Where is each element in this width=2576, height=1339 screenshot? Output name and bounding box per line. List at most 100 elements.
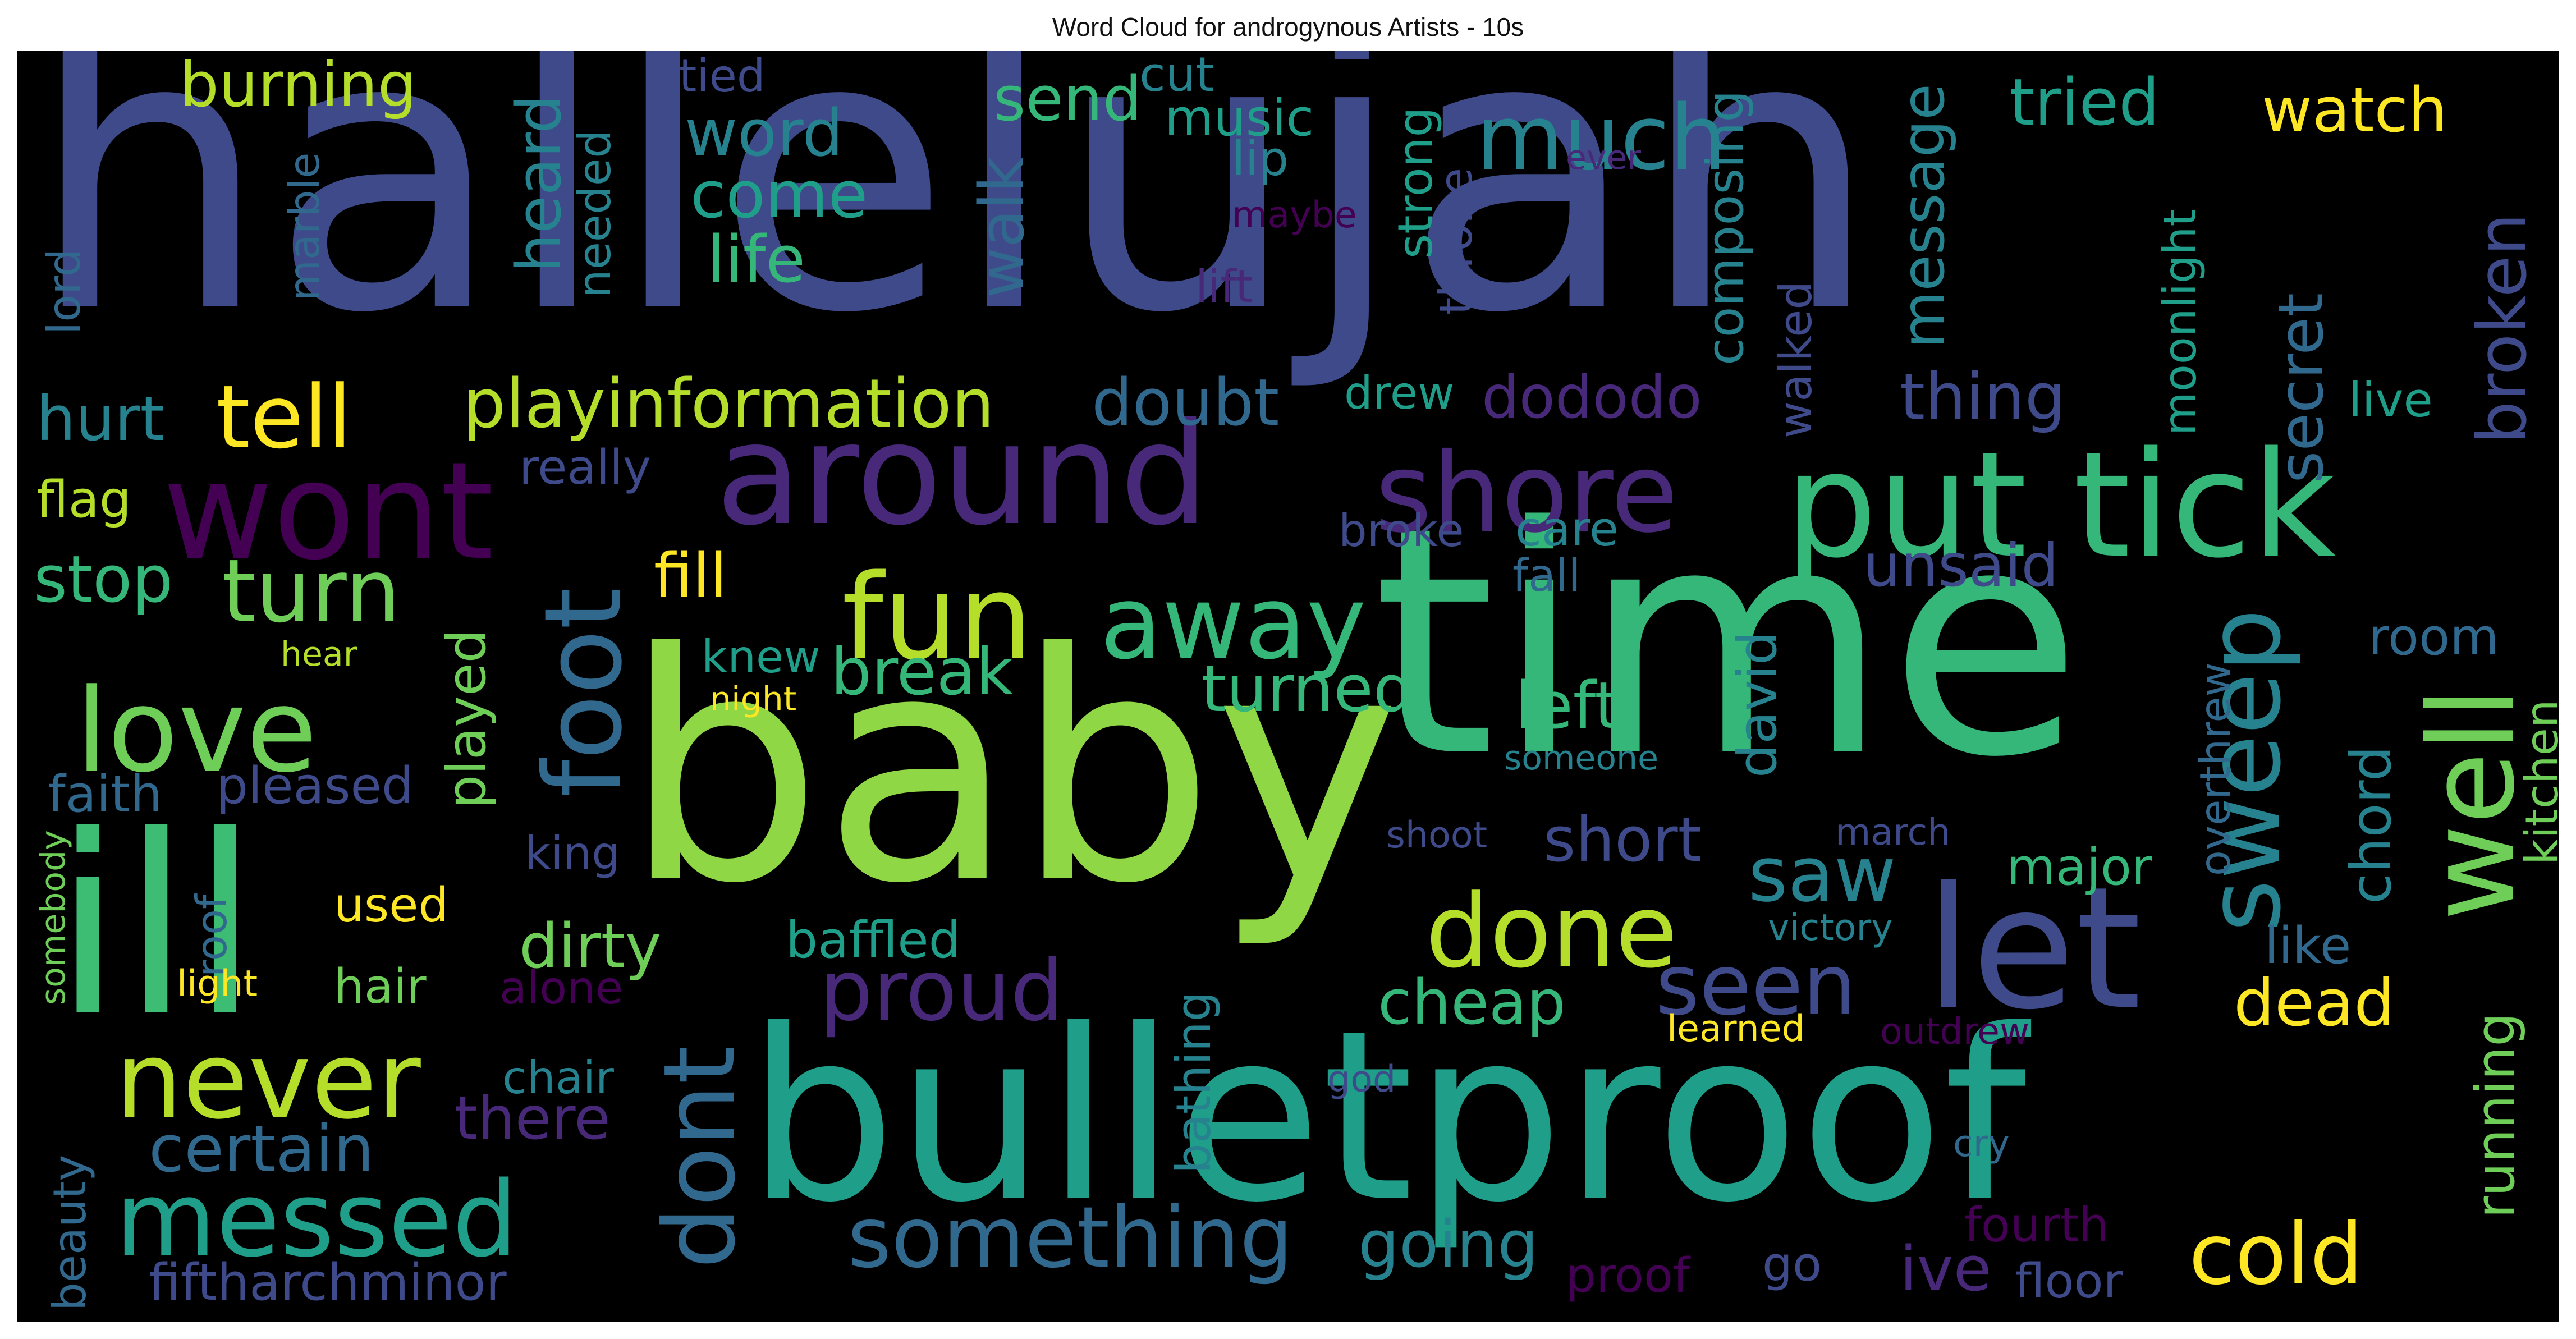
word-marble: marble	[279, 152, 329, 301]
word-cold: cold	[2189, 1206, 2364, 1304]
word-turned: turned	[1201, 652, 1414, 727]
word-like: like	[2265, 916, 2352, 975]
word-hear: hear	[281, 635, 357, 674]
word-certain: certain	[149, 1112, 374, 1187]
word-send: send	[993, 63, 1142, 135]
word-knew: knew	[702, 631, 821, 683]
word-done: done	[1425, 873, 1678, 991]
word-heard: heard	[503, 94, 575, 273]
word-room: room	[2368, 608, 2499, 667]
word-broken: broken	[2464, 213, 2542, 444]
word-bulletproof: bulletproof	[746, 980, 2027, 1254]
word-moonlight: moonlight	[2154, 209, 2206, 435]
word-stop: stop	[34, 542, 173, 617]
word-walk: walk	[966, 157, 1038, 298]
word-floor: floor	[2015, 1254, 2123, 1309]
word-learned: learned	[1667, 1008, 1805, 1050]
word-baffled: baffled	[786, 911, 961, 970]
word-shoot: shoot	[1386, 814, 1488, 856]
word-pleased: pleased	[216, 756, 414, 815]
word-saw: saw	[1748, 831, 1896, 919]
word-overthrew: overthrew	[2190, 662, 2240, 876]
word-flag: flag	[36, 470, 131, 529]
word-ill: ill	[53, 783, 259, 1070]
word-go: go	[1762, 1237, 1822, 1292]
word-dead: dead	[2234, 966, 2395, 1041]
word-never: never	[115, 1019, 421, 1143]
word-tell: tell	[216, 366, 352, 468]
word-hair: hair	[334, 959, 427, 1015]
word-walked: walked	[1770, 281, 1822, 438]
word-proud: proud	[819, 942, 1064, 1040]
word-left: left	[1515, 668, 1620, 744]
word-love: love	[76, 664, 317, 798]
word-away: away	[1100, 565, 1367, 682]
word-fun: fun	[842, 549, 1033, 686]
word-burning: burning	[180, 51, 417, 121]
word-ever: ever	[1566, 138, 1642, 177]
word-unsaid: unsaid	[1863, 531, 2059, 600]
word-messed: messed	[115, 1159, 519, 1280]
word-tried: tried	[2009, 65, 2160, 140]
word-light: light	[177, 963, 258, 1005]
word-throne: throne	[1430, 167, 1482, 315]
word-broke: broke	[1339, 505, 1464, 557]
word-chord: chord	[2338, 745, 2404, 904]
word-watch: watch	[2262, 74, 2447, 146]
word-care: care	[1515, 502, 1619, 557]
word-king: king	[525, 827, 621, 879]
word-let: let	[1925, 851, 2142, 1047]
word-faith: faith	[48, 765, 163, 824]
word-dont: dont	[643, 1045, 757, 1269]
word-alone: alone	[499, 962, 624, 1014]
word-time: time	[1372, 460, 2083, 826]
word-secret: secret	[2265, 292, 2337, 483]
word-maybe: maybe	[1232, 194, 1357, 236]
word-hallelujah: hallelujah	[28, 51, 1881, 396]
word-baby: baby	[623, 586, 1401, 952]
word-dododo: dododo	[1482, 363, 1702, 432]
word-somebody: somebody	[34, 830, 73, 1005]
word-turn: turn	[222, 540, 401, 642]
word-live: live	[2349, 373, 2433, 428]
word-music: music	[1165, 89, 1314, 148]
word-ive: ive	[1900, 1233, 1992, 1305]
word-shore: shore	[1375, 429, 1679, 557]
word-victory: victory	[1768, 907, 1893, 949]
word-running: running	[2465, 1012, 2527, 1218]
word-fourth: fourth	[1964, 1198, 2109, 1253]
word-played: played	[436, 629, 498, 809]
word-composing: composing	[1696, 90, 1755, 365]
word-message: message	[1889, 84, 1958, 348]
word-march: march	[1835, 811, 1951, 854]
word-cloud: hallelujah time baby ill bulletproof aro…	[17, 51, 2559, 1322]
word-lip: lip	[1232, 131, 1289, 187]
word-around: around	[716, 393, 1209, 556]
word-there: there	[455, 1084, 611, 1153]
word-short: short	[1543, 804, 1702, 875]
word-fill: fill	[654, 540, 727, 612]
word-tied: tied	[679, 51, 766, 102]
word-word: word	[685, 96, 844, 171]
word-someone: someone	[1504, 739, 1658, 778]
word-much: much	[1476, 85, 1727, 190]
word-foot: foot	[521, 588, 645, 797]
word-fiftharchminor: fiftharchminor	[149, 1253, 507, 1312]
word-needed: needed	[569, 130, 621, 298]
chart-title: Word Cloud for androgynous Artists - 10s	[1052, 12, 1524, 42]
word-god: god	[1327, 1058, 1396, 1100]
word-well: well	[2403, 686, 2541, 921]
word-proof: proof	[1566, 1248, 1690, 1304]
word-wont: wont	[163, 433, 494, 590]
word-major: major	[2006, 838, 2152, 897]
word-hurt: hurt	[36, 383, 164, 455]
word-beauty: beauty	[44, 1154, 96, 1311]
word-seen: seen	[1656, 937, 1857, 1034]
word-used: used	[334, 878, 449, 933]
word-kitchen: kitchen	[2516, 699, 2559, 865]
word-outdrew: outdrew	[1880, 1011, 2030, 1053]
word-come: come	[690, 158, 868, 233]
word-break: break	[831, 635, 1014, 710]
word-doubt: doubt	[1092, 365, 1280, 441]
word-david: david	[1727, 631, 1789, 778]
